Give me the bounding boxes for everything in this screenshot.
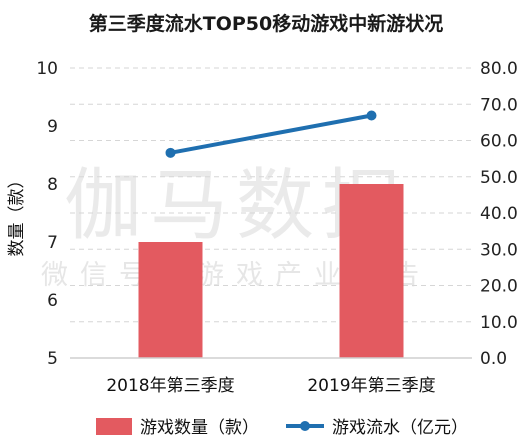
line-point xyxy=(366,110,377,121)
line-point xyxy=(165,147,176,158)
y-axis-label: 数量（款） xyxy=(7,172,27,257)
right-tick-label: 60.0 xyxy=(480,132,518,152)
left-tick-label: 8 xyxy=(47,175,58,195)
category-label: 2019年第三季度 xyxy=(307,376,435,396)
right-axis-ticks: 0.0 10.0 20.0 30.0 40.0 50.0 60.0 70.0 80.0 xyxy=(480,59,518,369)
right-tick-label: 40.0 xyxy=(480,204,518,224)
left-tick-label: 5 xyxy=(47,349,58,369)
bar xyxy=(339,184,404,358)
right-tick-label: 50.0 xyxy=(480,168,518,188)
right-tick-label: 10.0 xyxy=(480,313,518,333)
right-tick-label: 0.0 xyxy=(480,349,507,369)
left-tick-label: 9 xyxy=(47,117,58,137)
left-tick-label: 10 xyxy=(36,59,58,79)
legend-line-label: 游戏流水（亿元） xyxy=(332,418,468,438)
gridlines xyxy=(70,67,472,323)
legend: 游戏数量（款） 游戏流水（亿元） xyxy=(96,418,468,438)
legend-bar-label: 游戏数量（款） xyxy=(140,418,259,438)
line-path xyxy=(170,113,372,155)
category-labels: 2018年第三季度 2019年第三季度 xyxy=(106,376,435,396)
left-tick-label: 6 xyxy=(47,291,58,311)
bar xyxy=(138,242,203,358)
line-series xyxy=(165,110,377,158)
chart-title: 第三季度流水TOP50移动游戏中新游状况 xyxy=(89,12,443,35)
legend-bar-swatch xyxy=(96,418,132,435)
left-tick-label: 7 xyxy=(47,233,58,253)
left-axis-ticks: 5 6 7 8 9 10 xyxy=(36,59,58,369)
right-tick-label: 20.0 xyxy=(480,277,518,297)
legend-line-marker xyxy=(300,421,310,431)
right-tick-label: 30.0 xyxy=(480,240,518,260)
bar-series xyxy=(138,184,404,358)
category-label: 2018年第三季度 xyxy=(106,376,234,396)
right-tick-label: 80.0 xyxy=(480,59,518,79)
right-tick-label: 70.0 xyxy=(480,95,518,115)
